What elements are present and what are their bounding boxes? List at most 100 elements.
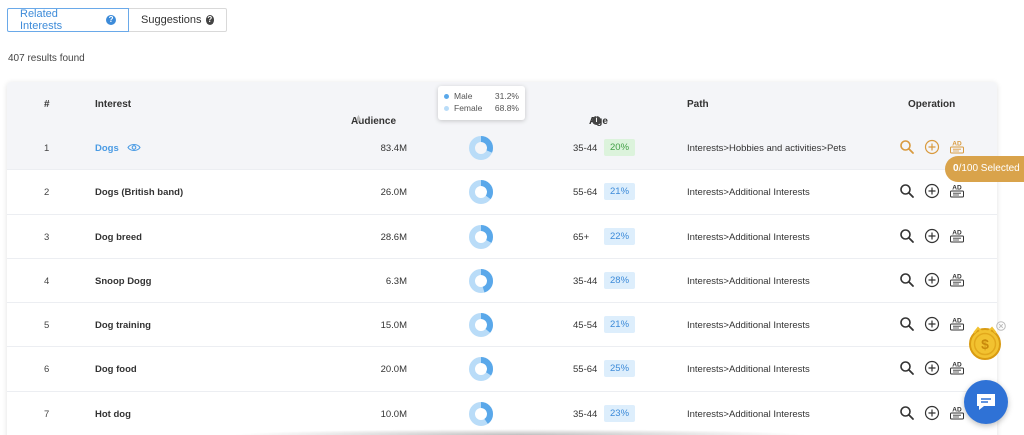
age-range: 65+ [573, 231, 590, 243]
audience-size: 15.0M [380, 320, 407, 332]
add-circle-icon[interactable] [924, 272, 940, 288]
ad-icon[interactable]: AD [949, 360, 965, 376]
audience-size: 20.0M [380, 364, 407, 376]
table-row[interactable]: 5 Dog training 15.0M 45-54 21% Interests… [7, 303, 997, 348]
svg-text:AD: AD [952, 229, 962, 236]
eye-icon[interactable] [127, 143, 141, 152]
age-range: 35-44 [573, 408, 598, 420]
interest-label: Dogs (British band) [95, 187, 184, 199]
tab-bar: Related Interests ? Suggestions ? [7, 8, 227, 32]
gender-donut-chart[interactable] [468, 135, 494, 161]
interest-label: Dog food [95, 364, 137, 376]
interest-label: Dog breed [95, 231, 142, 243]
age-percentage: 21% [604, 183, 636, 201]
interest-path: Interests>Additional Interests [687, 275, 810, 287]
gender-donut-chart[interactable] [468, 268, 494, 294]
ad-icon[interactable]: AD [949, 183, 965, 199]
add-circle-icon[interactable] [924, 405, 940, 421]
add-circle-icon[interactable] [924, 228, 940, 244]
svg-text:AD: AD [952, 141, 962, 148]
table-row[interactable]: 1 Dogs 83.4M 35-44 20% Interests>Hobbies… [7, 126, 997, 171]
ad-icon[interactable]: AD [949, 228, 965, 244]
gender-donut-chart[interactable] [468, 401, 494, 427]
coin-icon[interactable]: $ [968, 324, 1002, 362]
age-percentage: 20% [604, 139, 636, 156]
age-range: 55-64 [573, 364, 598, 376]
ad-icon[interactable]: AD [949, 405, 965, 421]
age-percentage: 23% [604, 404, 636, 422]
add-circle-icon[interactable] [924, 183, 940, 199]
info-icon[interactable]: i [592, 116, 601, 125]
interest-name: Dog training [95, 320, 151, 331]
age-percentage: 28% [604, 271, 636, 289]
row-number: 3 [44, 231, 50, 243]
results-count: 407 results found [8, 53, 85, 64]
help-icon[interactable]: ? [205, 15, 214, 25]
age-percentage: 25% [604, 360, 636, 378]
interest-name: Dog breed [95, 232, 142, 243]
female-dot [444, 106, 449, 111]
chat-icon [977, 394, 995, 410]
header-audience-label: Audience [351, 116, 397, 127]
search-icon[interactable] [899, 405, 915, 421]
age-range: 45-54 [573, 320, 598, 332]
row-number: 1 [44, 143, 50, 154]
search-icon[interactable] [899, 272, 915, 288]
chat-button[interactable] [964, 380, 1008, 424]
age-range: 55-64 [573, 187, 598, 199]
sort-icon[interactable]: ▲ ▼ [355, 114, 362, 125]
row-number: 2 [44, 187, 50, 199]
selected-count-pill[interactable]: 0/100 Selected [945, 156, 1024, 182]
row-number: 6 [44, 364, 50, 376]
tab-suggestions[interactable]: Suggestions ? [129, 8, 227, 32]
gender-donut-chart[interactable] [468, 179, 494, 205]
add-circle-icon[interactable] [924, 139, 940, 155]
search-icon[interactable] [899, 360, 915, 376]
interest-name: Hot dog [95, 409, 131, 420]
audience-size: 6.3M [385, 275, 407, 287]
help-icon[interactable]: ? [106, 15, 116, 25]
interest-label: Snoop Dogg [95, 275, 152, 287]
search-icon[interactable] [899, 228, 915, 244]
male-label: Male [454, 91, 473, 101]
ad-icon[interactable]: AD [949, 139, 965, 155]
interest-name: Snoop Dogg [95, 276, 151, 287]
add-circle-icon[interactable] [924, 316, 940, 332]
row-number: 7 [44, 408, 50, 420]
ad-icon[interactable]: AD [949, 272, 965, 288]
svg-text:AD: AD [952, 273, 962, 280]
svg-text:AD: AD [952, 406, 962, 413]
svg-text:AD: AD [952, 362, 962, 369]
interest-name[interactable]: Dogs [95, 143, 141, 154]
audience-size: 28.6M [380, 231, 407, 243]
table-row[interactable]: 4 Snoop Dogg 6.3M 35-44 28% Interests>Ad… [7, 259, 997, 304]
tab-related-interests[interactable]: Related Interests ? [7, 8, 129, 32]
interests-table: # Interest Audience▲▼ Agei Path Operatio… [7, 82, 997, 435]
header-operation: Operation [908, 99, 956, 110]
table-row[interactable]: 6 Dog food 20.0M 55-64 25% Interests>Add… [7, 347, 997, 392]
search-icon[interactable] [899, 139, 915, 155]
svg-text:AD: AD [952, 185, 962, 192]
gender-donut-chart[interactable] [468, 312, 494, 338]
search-icon[interactable] [899, 316, 915, 332]
gender-donut-chart[interactable] [468, 356, 494, 382]
audience-size: 83.4M [380, 143, 407, 154]
interest-path: Interests>Additional Interests [687, 364, 810, 376]
audience-size: 26.0M [380, 187, 407, 199]
table-row[interactable]: 7 Hot dog 10.0M 35-44 23% Interests>Addi… [7, 392, 997, 435]
row-number: 4 [44, 275, 50, 287]
search-icon[interactable] [899, 183, 915, 199]
gender-donut-chart[interactable] [468, 224, 494, 250]
gender-tooltip: Male 31.2% Female 68.8% [438, 86, 525, 120]
interest-path: Interests>Additional Interests [687, 187, 810, 199]
add-circle-icon[interactable] [924, 360, 940, 376]
ad-icon[interactable]: AD [949, 316, 965, 332]
table-row[interactable]: 3 Dog breed 28.6M 65+ 22% Interests>Addi… [7, 215, 997, 259]
close-icon[interactable] [996, 321, 1006, 331]
interest-path: Interests>Additional Interests [687, 320, 810, 332]
table-row[interactable]: 2 Dogs (British band) 26.0M 55-64 21% In… [7, 170, 997, 215]
interest-name: Dogs (British band) [95, 187, 183, 198]
male-value: 31.2% [494, 91, 519, 101]
tab-related-interests-label: Related Interests [20, 8, 63, 32]
age-range: 35-44 [573, 275, 598, 287]
